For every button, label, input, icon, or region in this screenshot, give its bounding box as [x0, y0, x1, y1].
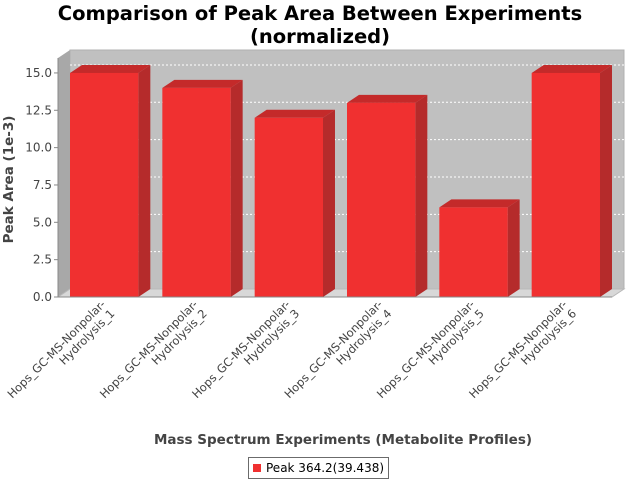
y-tick-label: 5.0 — [33, 215, 52, 229]
chart-title-line-2: (normalized) — [249, 25, 391, 48]
bar-side — [230, 79, 243, 297]
bar-side — [599, 64, 612, 297]
plot-left-wall — [58, 50, 70, 297]
bar-top — [162, 79, 243, 88]
bar-top — [531, 64, 612, 73]
bar-side — [507, 199, 520, 297]
chart-title: Comparison of Peak Area Between Experime… — [0, 2, 640, 48]
y-tick-label: 0.0 — [33, 290, 52, 304]
legend-swatch — [253, 464, 261, 472]
bar — [439, 207, 508, 297]
legend-label: Peak 364.2(39.438) — [266, 461, 385, 475]
y-tick-label: 2.5 — [33, 253, 52, 267]
bar-side — [322, 109, 335, 297]
bar-top — [70, 64, 151, 73]
y-tick-label: 10.0 — [25, 141, 52, 155]
y-tick-label: 7.5 — [33, 178, 52, 192]
bar-side — [138, 64, 151, 297]
x-tick-label-line: Hops_GC-MS-Nonpolar- — [4, 297, 108, 401]
bar-top — [254, 109, 335, 118]
bar-top — [439, 199, 520, 208]
y-tick-label: 12.5 — [25, 103, 52, 117]
bar — [162, 87, 231, 297]
chart-title-line-1: Comparison of Peak Area Between Experime… — [57, 2, 583, 25]
bar-top — [347, 94, 428, 103]
bar — [254, 117, 323, 297]
y-axis-label: Peak Area (1e-3) — [1, 116, 17, 244]
bar — [70, 72, 139, 297]
y-tick-label: 15.0 — [25, 66, 52, 80]
bar-side — [415, 94, 428, 297]
bar — [531, 72, 600, 297]
bar — [347, 102, 416, 297]
legend: Peak 364.2(39.438) — [248, 457, 390, 479]
x-axis-label: Mass Spectrum Experiments (Metabolite Pr… — [154, 432, 532, 448]
